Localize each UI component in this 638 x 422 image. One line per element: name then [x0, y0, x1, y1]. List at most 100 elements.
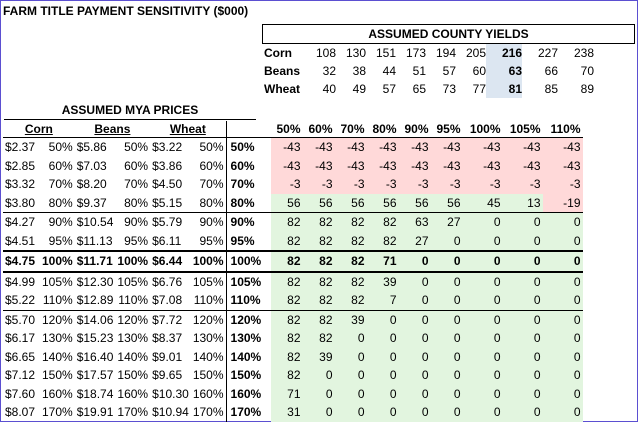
- yield-value: 49: [352, 82, 366, 96]
- wheat-pct: 100%: [190, 250, 227, 273]
- payment-value: 0: [398, 250, 431, 273]
- payment-value: 0: [334, 366, 367, 385]
- payment-value: 0: [430, 271, 463, 291]
- yield-value: 66: [544, 64, 558, 78]
- wheat-price: $6.11: [152, 233, 182, 248]
- payment-value: 71: [366, 250, 399, 273]
- payment-value: 0: [302, 403, 335, 422]
- beans-pct: 70%: [124, 177, 149, 192]
- payment-value: -3: [398, 175, 431, 194]
- yield-value: 238: [573, 46, 594, 60]
- price-row: $7.12 150% $17.57 150% $9.65 150% 150% 82 0 0 0 0 0 0…: [3, 366, 583, 385]
- payment-value: 0: [502, 212, 543, 232]
- payment-value: -43: [270, 137, 303, 157]
- payment-value: 0: [430, 347, 463, 366]
- beans-pct: 130%: [117, 331, 149, 346]
- payment-value: 82: [270, 212, 303, 232]
- wheat-price: $8.37: [152, 331, 183, 346]
- beans-pct: 150%: [117, 368, 149, 383]
- payment-value: 0: [462, 212, 503, 232]
- wheat-pct: 50%: [199, 140, 224, 155]
- payment-value: -43: [398, 156, 431, 175]
- payment-value: -43: [270, 156, 303, 175]
- payment-value: 0: [334, 403, 367, 422]
- payment-value: 27: [430, 212, 463, 232]
- row-yield-label: 80%: [225, 193, 271, 213]
- payment-value: 0: [462, 384, 503, 403]
- payment-value: -43: [334, 137, 367, 157]
- payment-value: 0: [502, 231, 543, 251]
- yield-value: 60: [472, 64, 486, 78]
- payment-value: 82: [334, 231, 367, 251]
- yield-value: 216: [486, 44, 522, 62]
- row-yield-label: 170%: [225, 403, 271, 422]
- wheat-pct: 110%: [193, 293, 224, 308]
- yield-value: 51: [412, 64, 426, 78]
- payment-value: 0: [302, 384, 335, 403]
- yield-value: 77: [472, 82, 486, 96]
- beans-pct: 140%: [117, 349, 149, 364]
- payment-value: -43: [334, 156, 367, 175]
- payment-value: -3: [502, 175, 543, 194]
- corn-price: $3.32: [5, 177, 36, 192]
- payment-value: 0: [542, 231, 583, 251]
- payment-value: 56: [366, 193, 399, 213]
- payment-value: 0: [502, 403, 543, 422]
- crop-price-header: Wheat: [150, 121, 227, 138]
- payment-value: 0: [366, 309, 399, 329]
- beans-pct: 170%: [117, 405, 149, 420]
- yield-value: 108: [315, 46, 336, 60]
- payment-value: 0: [366, 403, 399, 422]
- payment-value: 82: [270, 347, 303, 366]
- payment-value: 0: [334, 329, 367, 348]
- payment-value: -3: [542, 175, 583, 194]
- payment-value: -43: [430, 156, 463, 175]
- payment-value: 0: [462, 271, 503, 291]
- payment-value: 82: [334, 250, 367, 273]
- payment-value: 0: [542, 347, 583, 366]
- corn-price: $6.17: [5, 331, 36, 346]
- yield-value: 38: [352, 64, 366, 78]
- beans-price: $8.20: [76, 177, 107, 192]
- payment-value: 56: [270, 193, 303, 213]
- price-row: $6.17 130% $15.23 130% $8.37 130% 130% 82 82 0 0 0 0…: [3, 329, 583, 348]
- yield-label-header: [225, 121, 271, 138]
- payment-value: 0: [502, 250, 543, 273]
- row-yield-label: 140%: [225, 347, 271, 366]
- payment-value: 0: [430, 403, 463, 422]
- payment-value: -43: [430, 137, 463, 157]
- beans-pct: 50%: [124, 140, 149, 155]
- beans-pct: 100%: [115, 250, 151, 273]
- yield-value: 73: [442, 82, 456, 96]
- yield-value: 205: [465, 46, 486, 60]
- payment-value: -43: [302, 137, 335, 157]
- yield-value: 40: [322, 82, 336, 96]
- corn-price: $2.85: [5, 158, 36, 173]
- row-yield-label: 150%: [225, 366, 271, 385]
- yield-pct-header: 80%: [366, 121, 399, 138]
- corn-pct: 160%: [42, 386, 73, 401]
- payment-value: 82: [270, 329, 303, 348]
- beans-price: $11.71: [74, 250, 116, 273]
- payment-value: 56: [430, 193, 463, 213]
- payment-value: 0: [398, 329, 431, 348]
- yield-value: 81: [486, 80, 522, 98]
- wheat-pct: 95%: [199, 233, 224, 248]
- yield-pct-header: 90%: [398, 121, 431, 138]
- payment-value: 39: [302, 347, 335, 366]
- payment-value: 82: [334, 291, 367, 310]
- price-row: $7.60 160% $18.74 160% $10.30 160% 160% 71 0 0 0 0 0…: [3, 384, 583, 403]
- beans-pct: 160%: [117, 386, 149, 401]
- row-yield-label: 70%: [225, 175, 271, 194]
- wheat-price: $9.01: [152, 349, 183, 364]
- wheat-price: $5.15: [152, 195, 183, 210]
- payment-value: 7: [366, 291, 399, 310]
- payment-value: 0: [502, 329, 543, 348]
- corn-pct: 50%: [48, 140, 73, 155]
- payment-value: 0: [502, 384, 543, 403]
- payment-value: 82: [366, 212, 399, 232]
- yield-crop-label: Wheat: [264, 82, 300, 96]
- wheat-pct: 105%: [190, 271, 227, 291]
- payment-value: 82: [270, 250, 303, 273]
- payment-value: 0: [366, 366, 399, 385]
